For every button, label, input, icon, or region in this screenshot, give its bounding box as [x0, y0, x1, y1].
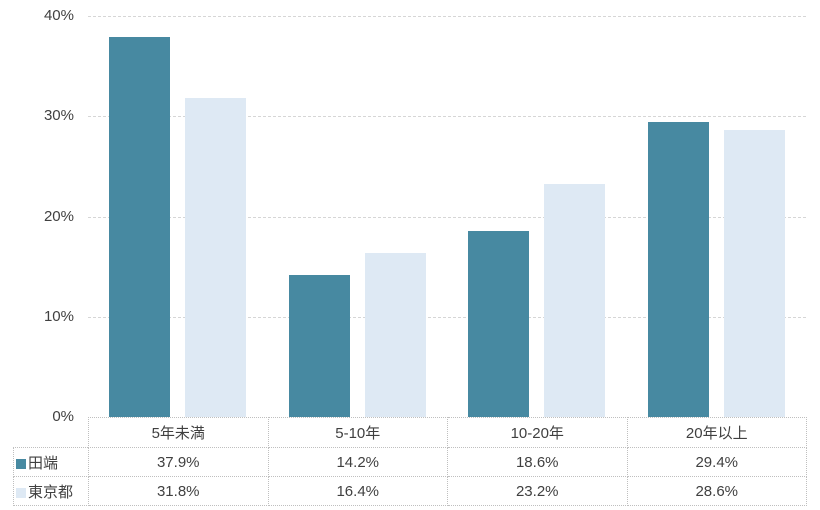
bar [468, 230, 530, 417]
legend-swatch-icon [16, 487, 26, 498]
value-cell: 23.2% [447, 476, 628, 506]
series-name: 東京都 [28, 483, 74, 501]
value-cell: 37.9% [88, 447, 269, 477]
value-cell: 14.2% [267, 447, 448, 477]
y-axis-tick-label: 40% [43, 7, 74, 24]
gridline [88, 16, 806, 17]
value-cell: 16.4% [267, 476, 448, 506]
category-header: 5年未満 [88, 417, 269, 448]
gridline [88, 216, 806, 218]
y-axis-tick-label: 10% [43, 307, 74, 325]
bar [185, 98, 247, 417]
legend-cell: 田端 [13, 447, 89, 477]
bar [723, 130, 785, 417]
category-header: 10-20年 [447, 417, 628, 448]
data-table: 5年未満 5-10年 10-20年 20年以上田端 37.9% 14.2% 18.6% 29.… [13, 417, 807, 506]
bar [647, 122, 709, 417]
series-name: 田端 [28, 454, 59, 472]
value-cell: 29.4% [626, 447, 807, 477]
y-axis-tick-label: 0% [52, 408, 74, 425]
table-row: 東京都 31.8% 16.4% 23.2% 28.6% [13, 476, 807, 506]
table-row: 田端 37.9% 14.2% 18.6% 29.4% [13, 447, 807, 477]
gridline [88, 316, 806, 318]
y-axis-tick-label: 30% [43, 107, 74, 125]
category-header: 20年以上 [626, 417, 807, 448]
y-axis-tick-label: 20% [43, 207, 74, 225]
category-header: 5-10年 [267, 417, 448, 448]
bar [364, 252, 426, 417]
legend-swatch-icon [16, 458, 26, 469]
legend-cell: 東京都 [13, 476, 89, 506]
bar [109, 37, 171, 417]
gridline [88, 116, 806, 118]
value-cell: 28.6% [626, 476, 807, 506]
value-cell: 18.6% [447, 447, 628, 477]
value-cell: 31.8% [88, 476, 269, 506]
table-corner-cell [14, 418, 89, 448]
bar [288, 274, 350, 417]
bar [544, 184, 606, 417]
